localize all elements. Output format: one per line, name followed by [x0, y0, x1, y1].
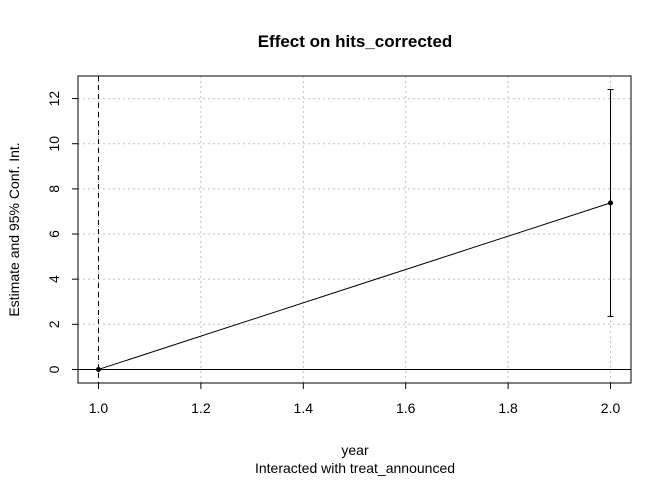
- x-tick-label: 1.8: [498, 400, 518, 416]
- y-tick-label: 0: [46, 365, 62, 373]
- series-group: [95, 89, 614, 372]
- y-tick-label: 6: [46, 230, 62, 238]
- x-axis-label: year: [341, 442, 369, 458]
- estimate-point: [95, 366, 101, 372]
- grid-lines: [78, 76, 631, 383]
- x-tick-label: 2.0: [601, 400, 621, 416]
- chart-title: Effect on hits_corrected: [258, 32, 453, 51]
- reference-lines: [78, 76, 631, 383]
- y-tick-label: 8: [46, 185, 62, 193]
- x-tick-label: 1.6: [396, 400, 416, 416]
- y-tick-label: 4: [46, 275, 62, 283]
- estimate-point: [608, 200, 614, 206]
- y-tick-label: 2: [46, 320, 62, 328]
- x-axis: 1.0 1.2 1.4 1.6 1.8 2.0: [89, 382, 621, 416]
- x-axis-sublabel: Interacted with treat_announced: [255, 460, 455, 476]
- plot-frame: [77, 75, 632, 384]
- y-tick-label: 10: [46, 136, 62, 152]
- x-tick-label: 1.2: [191, 400, 211, 416]
- y-tick-label: 12: [46, 91, 62, 107]
- y-axis: 0 2 4 6 8 10 12: [46, 91, 79, 373]
- y-axis-label: Estimate and 95% Conf. Int.: [6, 142, 22, 316]
- estimate-line: [98, 202, 611, 370]
- x-tick-label: 1.0: [89, 400, 109, 416]
- x-tick-label: 1.4: [294, 400, 314, 416]
